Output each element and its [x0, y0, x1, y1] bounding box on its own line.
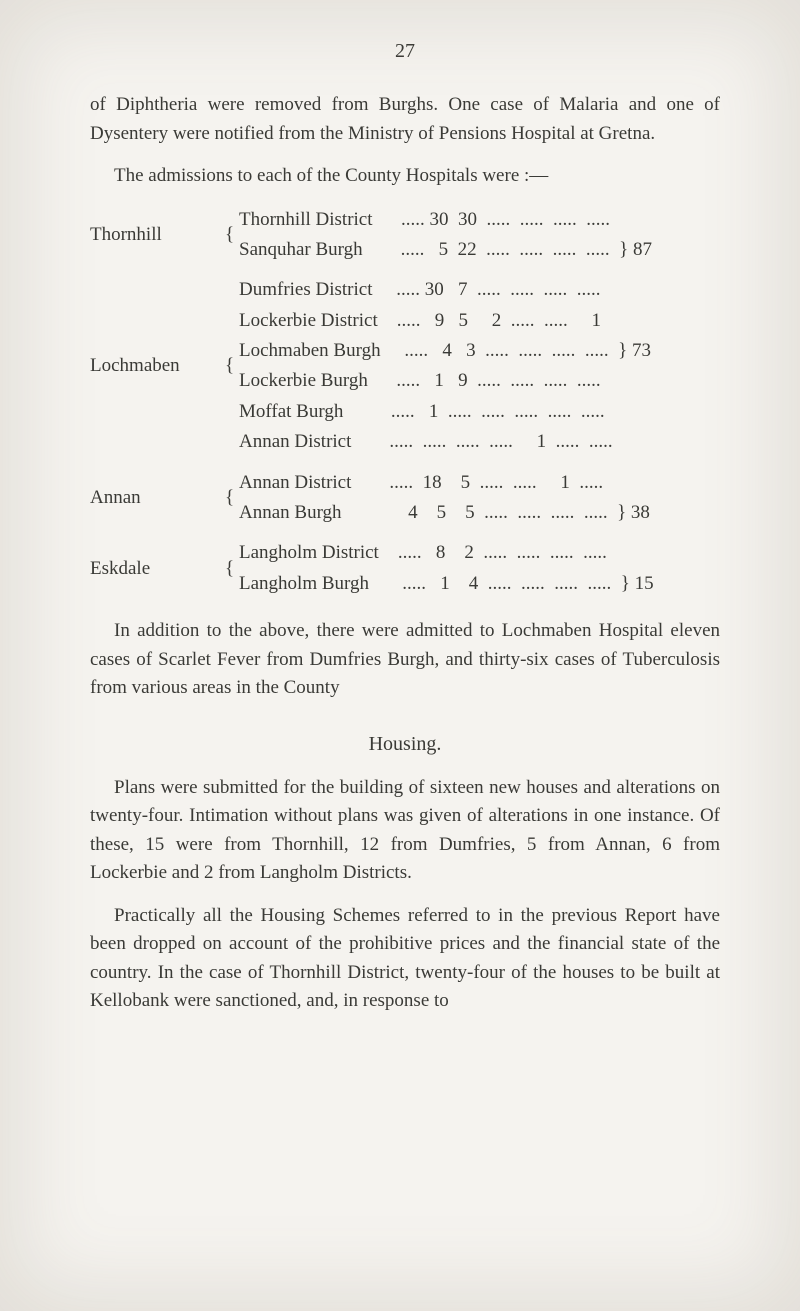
row-vals: ..... 5 22 ..... ..... ..... .....	[401, 239, 610, 260]
row-vals: ..... ..... ..... ..... 1 ..... .....	[389, 431, 612, 452]
row-vals: ..... 8 2 ..... ..... ..... .....	[398, 542, 607, 563]
row-name: Langholm District	[239, 542, 379, 563]
brace-icon: {	[225, 468, 239, 529]
group-lochmaben: Lochmaben { Dumfries District ..... 30 7…	[90, 275, 720, 457]
document-page: 27 of Diphtheria were removed from Burgh…	[0, 0, 800, 1311]
table-row: Langholm District ..... 8 2 ..... ..... …	[239, 538, 720, 568]
row-vals: ..... 30 7 ..... ..... ..... .....	[396, 279, 600, 300]
housing-paragraph-2: Practically all the Housing Schemes refe…	[90, 902, 720, 1016]
row-name: Thornhill District	[239, 209, 373, 230]
row-vals: ..... 1 ..... ..... ..... ..... .....	[391, 401, 605, 422]
row-vals: ..... 1 9 ..... ..... ..... .....	[396, 370, 600, 391]
row-name: Lockerbie District	[239, 310, 378, 331]
row-vals: 4 5 5 ..... ..... ..... .....	[394, 502, 608, 523]
row-total: } 15	[621, 573, 654, 594]
brace-icon: {	[225, 538, 239, 599]
group-thornhill: Thornhill { Thornhill District ..... 30 …	[90, 205, 720, 266]
table-row: Annan District ..... ..... ..... ..... 1…	[239, 427, 720, 457]
table-row: Lockerbie District ..... 9 5 2 ..... ...…	[239, 306, 720, 336]
brace-icon: {	[225, 275, 239, 457]
page-number: 27	[90, 40, 720, 63]
row-name: Moffat Burgh	[239, 401, 343, 422]
group-label: Thornhill	[90, 224, 225, 246]
hospitals-table: Thornhill { Thornhill District ..... 30 …	[90, 205, 720, 600]
row-name: Dumfries District	[239, 279, 373, 300]
admissions-intro: The admissions to each of the County Hos…	[90, 162, 720, 191]
table-row: Annan District ..... 18 5 ..... ..... 1 …	[239, 468, 720, 498]
row-name: Annan District	[239, 472, 351, 493]
row-vals: ..... 30 30 ..... ..... ..... .....	[401, 209, 610, 230]
table-row: Moffat Burgh ..... 1 ..... ..... ..... .…	[239, 397, 720, 427]
group-lines: Thornhill District ..... 30 30 ..... ...…	[239, 205, 720, 266]
housing-heading: Housing.	[90, 733, 720, 756]
group-lines: Annan District ..... 18 5 ..... ..... 1 …	[239, 468, 720, 529]
group-lines: Dumfries District ..... 30 7 ..... .....…	[239, 275, 720, 457]
group-label: Annan	[90, 487, 225, 509]
brace-icon: {	[225, 205, 239, 266]
table-row: Sanquhar Burgh ..... 5 22 ..... ..... ..…	[239, 235, 720, 265]
table-row: Lochmaben Burgh ..... 4 3 ..... ..... ..…	[239, 336, 720, 366]
row-name: Langholm Burgh	[239, 573, 369, 594]
row-name: Lochmaben Burgh	[239, 340, 381, 361]
row-name: Lockerbie Burgh	[239, 370, 368, 391]
housing-paragraph-1: Plans were submitted for the building of…	[90, 774, 720, 888]
row-total: } 87	[619, 239, 652, 260]
row-name: Annan District	[239, 431, 351, 452]
row-name: Sanquhar Burgh	[239, 239, 363, 260]
table-row: Langholm Burgh ..... 1 4 ..... ..... ...…	[239, 569, 720, 599]
intro-paragraph: of Diphtheria were removed from Burghs. …	[90, 91, 720, 148]
group-lines: Langholm District ..... 8 2 ..... ..... …	[239, 538, 720, 599]
row-vals: ..... 4 3 ..... ..... ..... .....	[404, 340, 608, 361]
row-vals: ..... 1 4 ..... ..... ..... .....	[402, 573, 611, 594]
group-annan: Annan { Annan District ..... 18 5 ..... …	[90, 468, 720, 529]
row-vals: ..... 9 5 2 ..... ..... 1	[397, 310, 601, 331]
table-row: Annan Burgh 4 5 5 ..... ..... ..... ....…	[239, 498, 720, 528]
table-row: Lockerbie Burgh ..... 1 9 ..... ..... ..…	[239, 366, 720, 396]
row-total: } 73	[618, 340, 651, 361]
row-vals: ..... 18 5 ..... ..... 1 .....	[389, 472, 603, 493]
addition-paragraph: In addition to the above, there were adm…	[90, 617, 720, 703]
group-eskdale: Eskdale { Langholm District ..... 8 2 ..…	[90, 538, 720, 599]
row-total: } 38	[617, 502, 650, 523]
row-name: Annan Burgh	[239, 502, 342, 523]
table-row: Dumfries District ..... 30 7 ..... .....…	[239, 275, 720, 305]
table-row: Thornhill District ..... 30 30 ..... ...…	[239, 205, 720, 235]
group-label: Lochmaben	[90, 355, 225, 377]
group-label: Eskdale	[90, 558, 225, 580]
